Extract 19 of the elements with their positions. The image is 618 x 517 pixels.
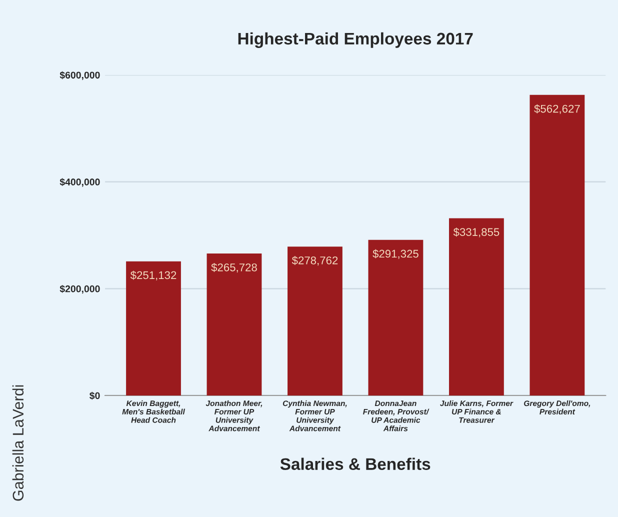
data-label: $291,325: [372, 249, 418, 259]
x-axis-title: Salaries & Benefits: [280, 458, 430, 470]
data-label: $251,132: [130, 270, 176, 280]
bar: [530, 94, 585, 396]
y-tick-label: $400,000: [60, 178, 100, 187]
text: Gabriella LaVerdi: [12, 385, 24, 501]
data-label: $265,728: [211, 262, 257, 273]
bar: [449, 218, 504, 396]
bar: [126, 261, 181, 396]
data-label: $562,627: [534, 104, 580, 114]
chart-title: Highest-Paid Employees 2017: [238, 32, 473, 48]
bar: [288, 246, 342, 396]
y-tick-label: $0: [90, 392, 100, 400]
bar: [368, 240, 424, 396]
bar: [206, 254, 262, 396]
y-tick-label: $600,000: [60, 71, 100, 80]
y-tick-label: $200,000: [60, 284, 100, 294]
data-label: $331,855: [453, 228, 500, 238]
data-label: $278,762: [292, 256, 338, 266]
